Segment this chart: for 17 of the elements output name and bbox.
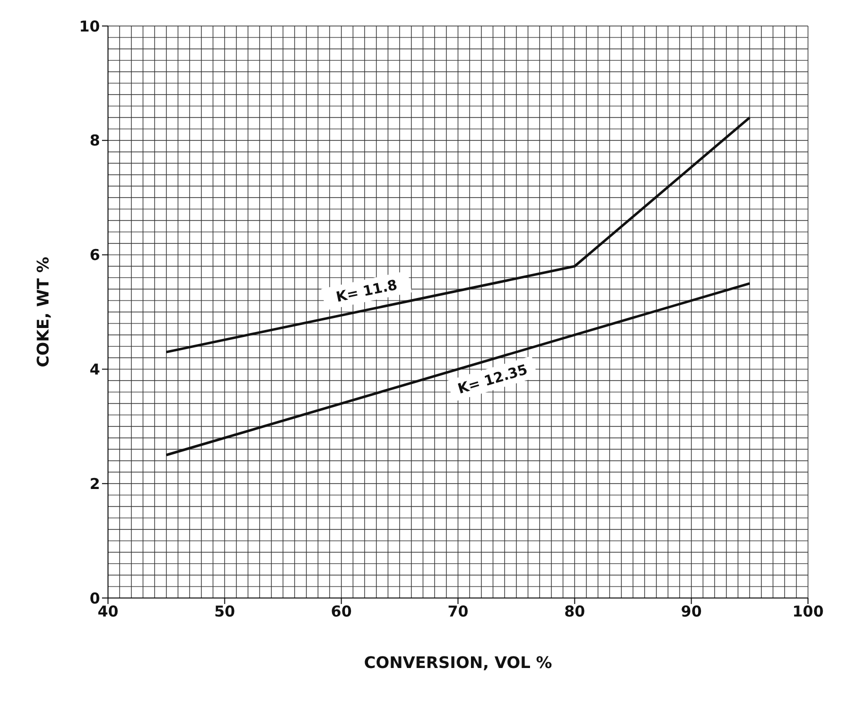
x-tick-label: 70 bbox=[448, 602, 468, 621]
x-tick-label: 100 bbox=[792, 602, 824, 621]
y-axis-title: COKE, WT % bbox=[34, 256, 53, 368]
x-tick-label: 80 bbox=[564, 602, 586, 621]
y-tick-label: 0 bbox=[90, 589, 100, 608]
y-tick-label: 6 bbox=[90, 246, 100, 264]
y-tick-label: 4 bbox=[90, 360, 100, 379]
y-tick-label: 8 bbox=[90, 132, 100, 150]
y-tick-label: 10 bbox=[79, 17, 100, 36]
y-tick-label: 2 bbox=[90, 474, 100, 493]
x-tick-label: 50 bbox=[214, 602, 236, 621]
text: K= 12.35 bbox=[456, 362, 530, 398]
x-tick-label: 40 bbox=[98, 602, 118, 621]
x-tick-label: 90 bbox=[680, 602, 702, 621]
x-tick-label: 60 bbox=[330, 602, 352, 621]
x-axis-title: CONVERSION, VOL % bbox=[364, 653, 552, 672]
text: K= 11.8 bbox=[334, 277, 399, 306]
